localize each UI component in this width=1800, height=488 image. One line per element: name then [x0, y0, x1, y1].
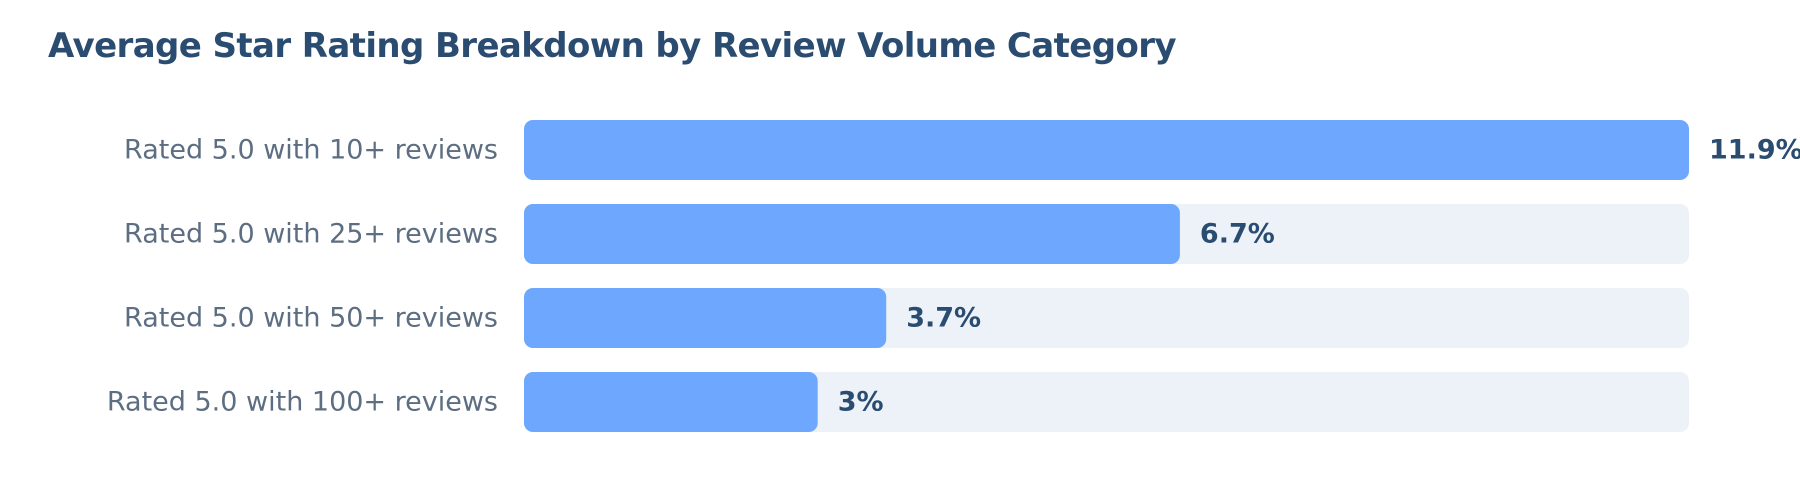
value-label: 11.9% — [1709, 135, 1800, 166]
category-label: Rated 5.0 with 25+ reviews — [124, 219, 498, 250]
bars — [524, 120, 1689, 432]
value-label: 6.7% — [1200, 219, 1275, 250]
bar — [524, 288, 887, 348]
chart-title: Average Star Rating Breakdown by Review … — [48, 26, 1177, 66]
value-label: 3% — [838, 387, 884, 418]
bar — [524, 120, 1689, 180]
category-label: Rated 5.0 with 100+ reviews — [107, 387, 498, 418]
category-label: Rated 5.0 with 50+ reviews — [124, 303, 498, 334]
bar — [524, 204, 1180, 264]
category-labels: Rated 5.0 with 10+ reviews Rated 5.0 with… — [107, 135, 498, 418]
value-label: 3.7% — [906, 303, 981, 334]
category-label: Rated 5.0 with 10+ reviews — [124, 135, 498, 166]
bar — [524, 372, 818, 432]
value-labels: 11.9% 6.7% 3.7% 3% — [838, 135, 1800, 418]
